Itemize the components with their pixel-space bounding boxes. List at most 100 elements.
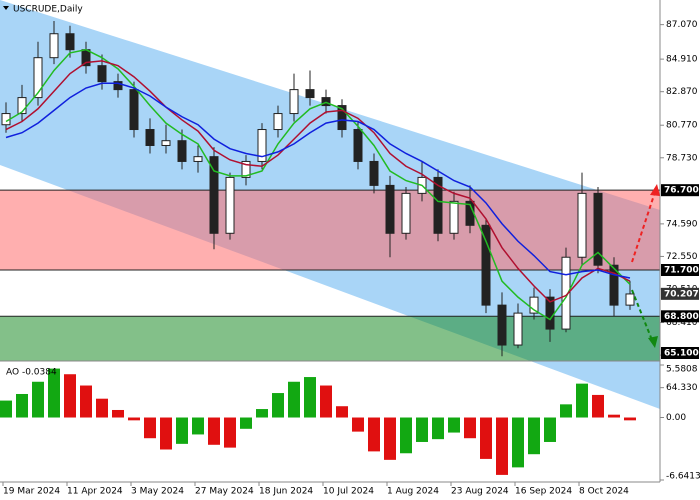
candlestick-body: [369, 160, 379, 186]
y-tick-label: 84.910: [666, 55, 698, 65]
y-tick-label: 74.590: [666, 219, 698, 229]
ao-bar: [240, 417, 252, 429]
candlestick-body: [289, 89, 299, 115]
ao-bar: [272, 393, 284, 418]
ao-bar: [144, 417, 156, 439]
x-tick-label: 19 Mar 2024: [3, 487, 60, 497]
price-label: 68.800: [664, 312, 699, 322]
x-tick-label: 23 Aug 2024: [451, 487, 509, 497]
candlestick-body: [65, 33, 75, 51]
ao-bar: [48, 368, 60, 418]
price-label-box: [661, 287, 699, 300]
price-label: 76.700: [664, 186, 699, 196]
candlestick-body: [273, 113, 283, 131]
ao-bar: [560, 404, 572, 418]
x-tick-label: 11 Apr 2024: [67, 487, 123, 497]
moving-average: [5, 82, 631, 279]
candlestick-body: [257, 129, 267, 162]
y-tick-label: 80.770: [666, 121, 698, 131]
ao-tick-label: 5.5808: [666, 365, 698, 375]
x-tick-label: 3 May 2024: [131, 487, 184, 497]
candlestick-body: [529, 296, 539, 314]
menu-icon[interactable]: [3, 6, 9, 10]
x-tick-label: 16 Sep 2024: [515, 487, 572, 497]
candlestick-body: [449, 200, 459, 234]
moving-average: [5, 60, 631, 303]
ao-bar: [368, 417, 380, 452]
ao-bar: [416, 417, 428, 442]
ao-tick-label: -6.6413: [666, 472, 700, 482]
price-zone: [0, 190, 660, 271]
candlestick-body: [593, 192, 603, 266]
ao-bar: [400, 417, 412, 454]
ao-bar: [0, 400, 12, 418]
ao-bar: [432, 417, 444, 440]
candlestick-body: [177, 140, 187, 162]
y-tick-label: 68.410: [666, 318, 698, 328]
candlestick-body: [161, 140, 171, 146]
ao-bar: [544, 417, 556, 442]
ao-bar: [80, 385, 92, 418]
ao-bar: [208, 417, 220, 445]
candlestick-body: [33, 57, 43, 99]
chart-title: USCRUDE,Daily: [13, 5, 83, 15]
candlestick-body: [129, 89, 139, 131]
price-label-box: [661, 264, 699, 277]
ao-tick-label: 0.00: [666, 413, 686, 423]
ao-bar: [112, 409, 124, 418]
y-tick-label: 87.070: [666, 20, 698, 30]
ao-bar: [384, 417, 396, 460]
candlestick-body: [97, 65, 107, 83]
candlestick-body: [497, 304, 507, 346]
y-tick-label: 82.870: [666, 87, 698, 97]
ao-bar: [64, 374, 76, 418]
ao-bar: [320, 385, 332, 418]
ao-bar: [160, 417, 172, 450]
ao-bar: [192, 417, 204, 435]
candlestick-body: [17, 97, 27, 115]
candlestick-body: [225, 176, 235, 234]
ao-bar: [592, 394, 604, 418]
candlestick-body: [145, 129, 155, 146]
ao-bar: [16, 393, 28, 418]
candlestick-body: [385, 184, 395, 234]
candlestick-body: [49, 33, 59, 59]
price-zone: [0, 316, 660, 361]
candlestick-body: [609, 264, 619, 306]
x-tick-label: 8 Oct 2024: [579, 487, 629, 497]
candlestick-body: [561, 256, 571, 330]
x-tick-label: 1 Aug 2024: [387, 487, 439, 497]
y-tick-label: 72.550: [666, 252, 698, 262]
price-label: 70.207: [664, 289, 699, 299]
ao-bar: [480, 417, 492, 459]
y-tick-label: 64.330: [666, 383, 698, 393]
x-tick-label: 10 Jul 2024: [323, 487, 374, 497]
price-label-box: [661, 310, 699, 323]
up-arrow: [631, 191, 656, 263]
ao-bar: [512, 417, 524, 468]
candlestick-body: [577, 192, 587, 258]
candlestick-body: [193, 156, 203, 162]
ao-bar: [576, 383, 588, 418]
ao-bar: [128, 417, 140, 421]
candlestick-body: [113, 81, 123, 91]
ao-bar: [304, 377, 316, 418]
x-tick-label: 18 Jun 2024: [259, 487, 313, 497]
x-tick-label: 27 May 2024: [195, 487, 254, 497]
down-arrow: [631, 289, 653, 341]
ao-bar: [176, 417, 188, 444]
candlestick-body: [401, 192, 411, 234]
candlestick-body: [337, 105, 347, 131]
candlestick-body: [625, 293, 635, 306]
ao-bar: [496, 417, 508, 475]
candlestick-body: [241, 160, 251, 178]
ao-bar: [352, 417, 364, 432]
ao-label: AO -0.0384: [6, 368, 57, 378]
ao-bar: [528, 417, 540, 455]
ao-bar: [624, 417, 636, 421]
ao-bar: [32, 381, 44, 418]
ao-bar: [224, 417, 236, 448]
candlestick-body: [481, 224, 491, 306]
ao-bar: [336, 406, 348, 418]
